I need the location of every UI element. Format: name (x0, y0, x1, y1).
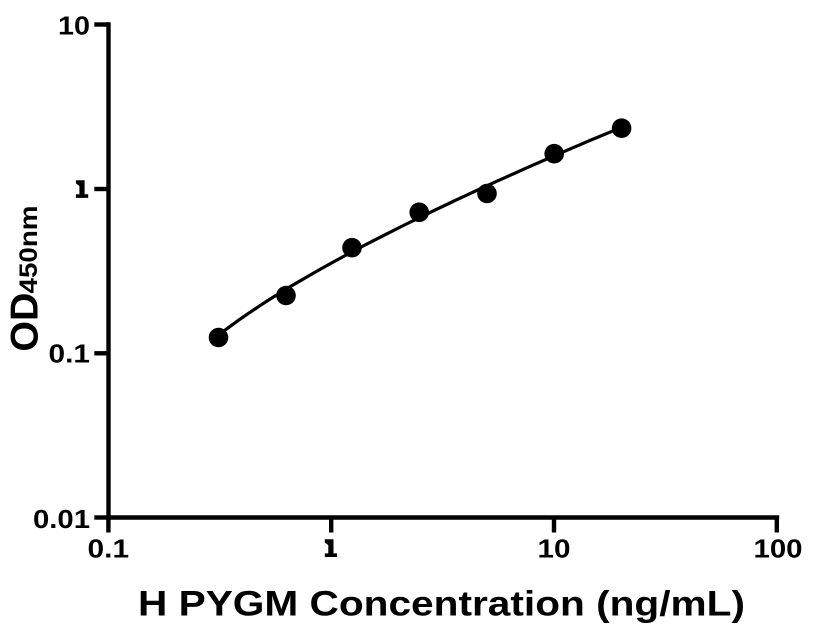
svg-text:10: 10 (58, 13, 90, 41)
svg-text:100: 100 (754, 536, 803, 564)
svg-text:H PYGM Concentration (ng/mL): H PYGM Concentration (ng/mL) (138, 585, 745, 624)
svg-text:450nm: 450nm (15, 206, 43, 294)
svg-text:0.01: 0.01 (33, 506, 90, 534)
svg-text:10: 10 (538, 536, 571, 564)
svg-text:OD: OD (4, 293, 47, 352)
svg-text:0.1: 0.1 (88, 536, 130, 564)
svg-text:0.1: 0.1 (49, 341, 91, 369)
